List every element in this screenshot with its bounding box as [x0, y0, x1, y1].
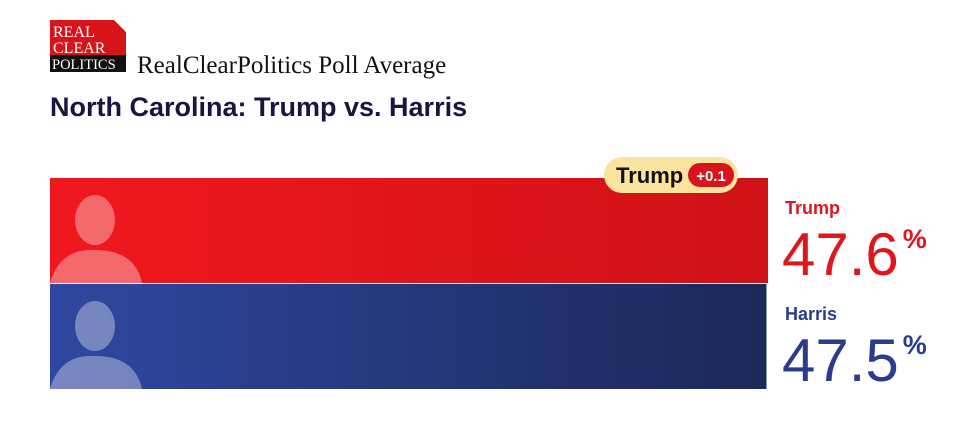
lead-name: Trump [616, 163, 683, 188]
lead-pill [688, 163, 734, 187]
subtitle: RealClearPolitics Poll Average [137, 52, 446, 79]
value-label: 47.6 [782, 221, 899, 288]
portrait-body [50, 249, 142, 283]
logo-text: CLEAR [53, 40, 106, 57]
legend-label: Trump [785, 198, 840, 218]
portrait-body [50, 355, 142, 389]
portrait-head [75, 301, 115, 351]
logo-text: REAL [53, 24, 95, 41]
legend-label: Harris [785, 304, 837, 324]
logo-text: POLITICS [52, 57, 116, 73]
bar [50, 284, 767, 389]
portrait [50, 301, 142, 389]
logo: REAL CLEAR POLITICS [50, 20, 126, 73]
chart-title: North Carolina: Trump vs. Harris [50, 92, 467, 122]
portrait [50, 195, 142, 283]
unit-label: % [903, 330, 927, 360]
unit-label: % [903, 224, 927, 254]
bar [50, 178, 768, 283]
portrait-head [75, 195, 115, 245]
value-label: 47.5 [782, 327, 899, 394]
lead-margin: +0.1 [696, 168, 726, 185]
